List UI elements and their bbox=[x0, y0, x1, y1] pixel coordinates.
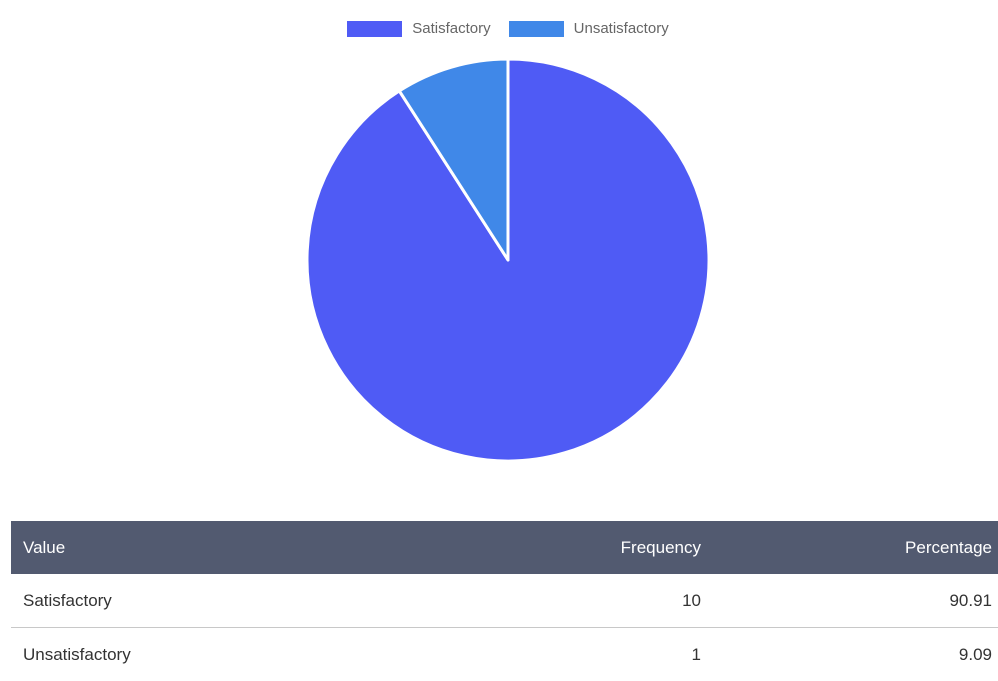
header-value: Value bbox=[11, 521, 489, 574]
frequency-table: Value Frequency Percentage Satisfactory … bbox=[11, 521, 998, 681]
pie-chart bbox=[0, 0, 998, 500]
table-row: Satisfactory 10 90.91 bbox=[11, 574, 998, 628]
cell-percentage: 9.09 bbox=[707, 628, 998, 681]
cell-frequency: 10 bbox=[489, 574, 707, 628]
cell-frequency: 1 bbox=[489, 628, 707, 681]
cell-value: Unsatisfactory bbox=[11, 628, 489, 681]
cell-value: Satisfactory bbox=[11, 574, 489, 628]
header-percentage: Percentage bbox=[707, 521, 998, 574]
header-frequency: Frequency bbox=[489, 521, 707, 574]
cell-percentage: 90.91 bbox=[707, 574, 998, 628]
table-header-row: Value Frequency Percentage bbox=[11, 521, 998, 574]
table-row: Unsatisfactory 1 9.09 bbox=[11, 628, 998, 681]
